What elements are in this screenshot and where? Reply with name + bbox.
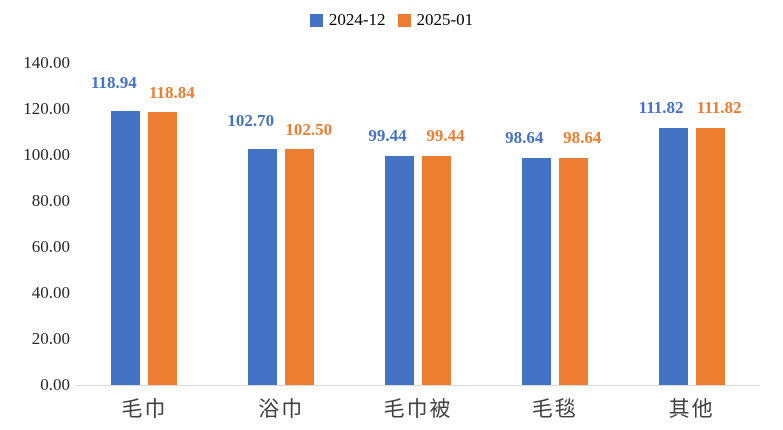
bar-s0-c2 (385, 156, 414, 385)
legend-label: 2024-12 (328, 10, 386, 29)
bar-s1-c2 (422, 156, 451, 385)
bar-value-label: 99.44 (368, 126, 407, 146)
bar-value-label: 111.82 (638, 97, 684, 117)
x-axis-category-label: 毛巾 (121, 397, 168, 421)
x-axis: 毛巾 浴巾 毛巾被 毛毯 其他 (76, 393, 760, 423)
legend-swatch-icon (309, 13, 323, 27)
legend-swatch-icon (397, 13, 411, 27)
y-axis-tick-label: 0.00 (40, 375, 70, 394)
bar-s1-c0 (148, 111, 178, 385)
bar-value-label: 102.50 (285, 120, 333, 140)
legend: 2024-12 2025-01 (0, 10, 783, 30)
y-axis-tick-label: 140.00 (23, 53, 70, 72)
bar-s0-c4 (658, 127, 688, 385)
x-axis-category-label: 浴巾 (258, 397, 305, 421)
legend-label: 2025-01 (416, 10, 474, 29)
bar-s1-c1 (285, 149, 315, 385)
bar-s1-c3 (558, 158, 588, 385)
bar-s1-c4 (695, 127, 725, 385)
y-axis-tick-label: 100.00 (23, 145, 70, 164)
bar-s0-c0 (111, 111, 141, 385)
y-axis-tick-label: 80.00 (31, 191, 70, 210)
bar-value-label: 111.82 (696, 97, 742, 117)
y-axis-tick-label: 20.00 (31, 329, 70, 348)
legend-item-s1: 2025-01 (397, 10, 474, 30)
bar-value-label: 118.84 (148, 82, 195, 102)
y-axis-tick-label: 40.00 (31, 283, 70, 302)
bar-value-label: 102.70 (227, 110, 275, 130)
y-axis: 0.00 20.00 40.00 60.00 80.00 100.00 120.00 140.… (0, 0, 70, 430)
plot-area: 118.94 118.84 102.70 102.50 99.44 99.44 98.64 9… (76, 63, 760, 386)
bar-value-label: 118.94 (91, 73, 137, 93)
bar-value-label: 98.64 (563, 128, 602, 148)
y-axis-tick-label: 60.00 (31, 237, 70, 256)
bar-value-label: 99.44 (426, 126, 465, 146)
bar-s0-c1 (248, 148, 278, 385)
x-axis-category-label: 毛毯 (531, 397, 578, 421)
bar-value-label: 98.64 (505, 128, 544, 148)
legend-item-s0: 2024-12 (309, 10, 386, 30)
x-axis-category-label: 毛巾被 (383, 397, 453, 421)
bar-s0-c3 (521, 158, 551, 385)
x-axis-category-label: 其他 (668, 397, 715, 421)
y-axis-tick-label: 120.00 (23, 99, 70, 118)
